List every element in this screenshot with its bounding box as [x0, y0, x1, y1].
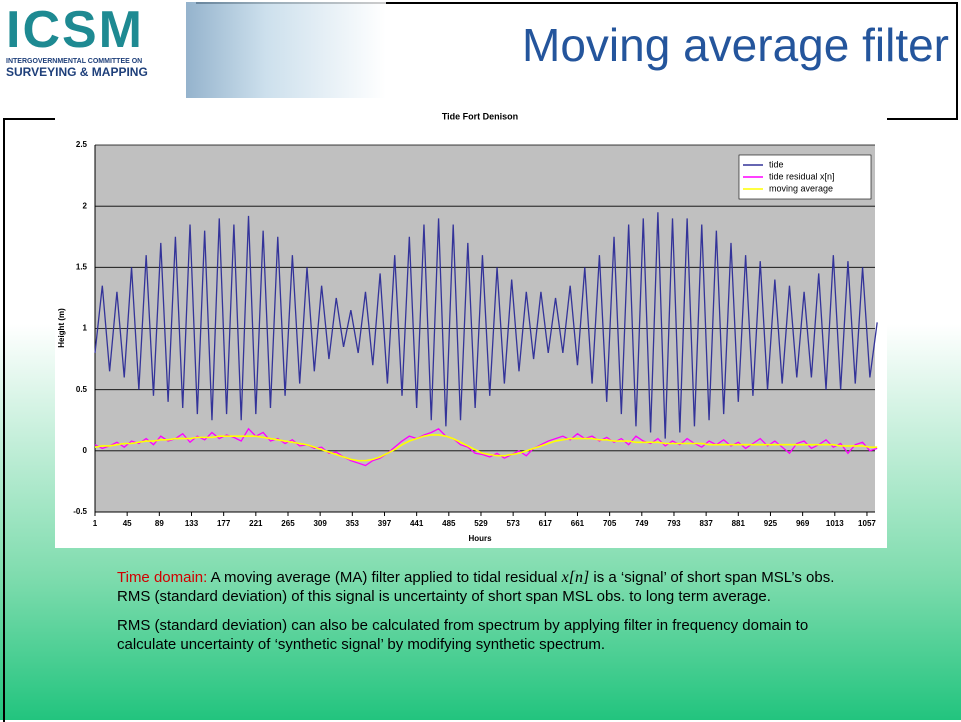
y-tick-label: 0.5: [76, 385, 88, 394]
x-tick-label: 265: [281, 519, 295, 528]
variable: x[n]: [561, 569, 590, 586]
paragraph: RMS (standard deviation) can also be cal…: [117, 617, 809, 653]
x-tick-label: 353: [346, 519, 360, 528]
y-axis-label: Height (m): [57, 308, 66, 348]
y-tick-label: 2.5: [76, 140, 88, 149]
x-tick-label: 133: [185, 519, 199, 528]
line-series: [94, 434, 878, 462]
x-tick-label: 441: [410, 519, 424, 528]
y-tick-label: -0.5: [73, 507, 87, 516]
text-label: Time domain:: [117, 569, 208, 586]
x-tick-label: 617: [539, 519, 553, 528]
x-tick-label: 573: [506, 519, 520, 528]
text: A moving average (MA) filter applied to …: [210, 569, 558, 586]
frame-top: [196, 2, 958, 120]
legend-label: tide residual x[n]: [769, 171, 835, 181]
y-tick-label: 0: [83, 446, 88, 455]
x-tick-label: 793: [667, 519, 681, 528]
line-series: [94, 212, 878, 439]
x-tick-label: 397: [378, 519, 392, 528]
y-tick-label: 1.5: [76, 262, 88, 271]
x-tick-label: 221: [249, 519, 263, 528]
paragraph: Time domain: A moving average (MA) filte…: [117, 568, 837, 606]
x-tick-label: 837: [699, 519, 713, 528]
logo: ICSM INTERGOVERNMENTAL COMMITTEE ON SURV…: [6, 2, 191, 79]
x-tick-label: 45: [123, 519, 132, 528]
x-tick-label: 881: [732, 519, 746, 528]
chart: Tide Fort Denison Hours Height (m) -0.5 0…: [57, 111, 878, 544]
header-image: [186, 2, 386, 98]
x-tick-label: 749: [635, 519, 649, 528]
legend-label: moving average: [769, 183, 833, 193]
x-tick-label: 309: [313, 519, 327, 528]
x-tick-label: 969: [796, 519, 810, 528]
x-tick-label: 529: [474, 519, 488, 528]
x-tick-label: 1057: [858, 519, 876, 528]
x-tick-label: 485: [442, 519, 456, 528]
text: is a ‘signal’ of short span MSL’s obs. R…: [117, 569, 835, 605]
slide-title: Moving average filter: [522, 19, 949, 71]
x-axis-label: Hours: [468, 534, 492, 543]
legend-label: tide: [769, 159, 784, 169]
y-tick-label: 2: [83, 201, 88, 210]
x-tick-label: 177: [217, 519, 231, 528]
logo-acronym: ICSM: [6, 1, 144, 59]
x-tick-label: 1: [93, 519, 98, 528]
body-text: Time domain: A moving average (MA) filte…: [117, 568, 837, 664]
y-tick-label: 1: [83, 324, 88, 333]
logo-line: SURVEYING & MAPPING: [6, 65, 148, 79]
x-tick-label: 705: [603, 519, 617, 528]
chart-title: Tide Fort Denison: [442, 111, 518, 121]
x-tick-label: 925: [764, 519, 778, 528]
x-tick-label: 1013: [826, 519, 844, 528]
logo-line: INTERGOVERNMENTAL COMMITTEE ON: [6, 58, 143, 65]
x-tick-label: 89: [155, 519, 164, 528]
x-tick-label: 661: [571, 519, 585, 528]
